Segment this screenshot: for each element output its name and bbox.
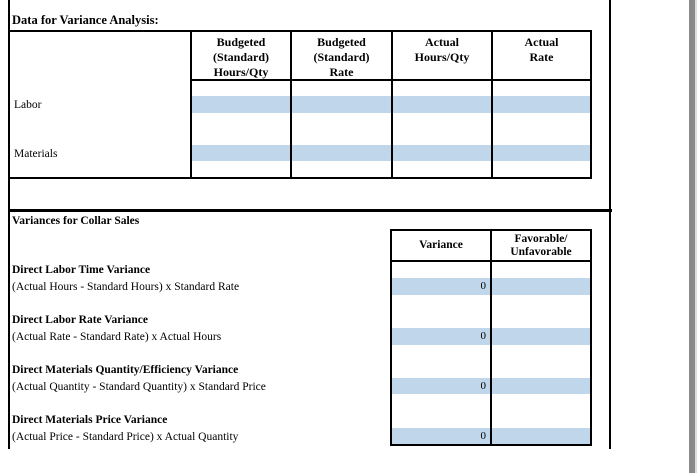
variance-value-cell[interactable]: 0: [392, 378, 490, 394]
variance-value-cell[interactable]: 0: [392, 428, 490, 444]
input-cell-materials-budgeted-qty[interactable]: [190, 145, 290, 161]
data-table: Budgeted (Standard) Hours/Qty Budgeted (…: [8, 30, 592, 179]
gridline: [491, 32, 493, 177]
window-edge-shadow: [689, 0, 695, 473]
variance-item-title: Direct Labor Rate Variance: [12, 314, 148, 326]
variance-item-formula: (Actual Rate - Standard Rate) x Actual H…: [12, 331, 222, 343]
variance-item-title: Direct Labor Time Variance: [12, 264, 151, 276]
header-bottom-border: [190, 79, 590, 81]
data-table-row-materials-inputs: [190, 145, 590, 161]
column-header-actual-hours: Actual Hours/Qty: [414, 35, 470, 64]
input-cell-materials-actual-rate[interactable]: [490, 145, 590, 161]
favorable-input-cell[interactable]: [490, 328, 590, 345]
gridline: [290, 32, 292, 177]
variance-item-formula: (Actual Quantity - Standard Quantity) x …: [12, 381, 266, 393]
section-separator: [8, 209, 612, 212]
data-section-title: Data for Variance Analysis:: [12, 13, 159, 27]
favorable-input-cell[interactable]: [490, 278, 590, 295]
variance-row-labor-rate: 0: [392, 328, 590, 345]
favorable-input-cell[interactable]: [490, 428, 590, 444]
variance-item-formula: (Actual Hours - Standard Hours) x Standa…: [12, 281, 240, 293]
window-edge-shadow-light: [695, 0, 697, 473]
input-cell-labor-actual-hours[interactable]: [390, 96, 490, 113]
row-label-materials: Materials: [14, 148, 58, 160]
variance-item-title: Direct Materials Quantity/Efficiency Var…: [12, 364, 239, 376]
gridline: [490, 231, 492, 444]
variance-table: 0 0 0 0 Variance Favorable/ Unfavorable: [390, 229, 592, 446]
variance-item-formula: (Actual Price - Standard Price) x Actual…: [12, 431, 239, 443]
input-cell-labor-budgeted-rate[interactable]: [290, 96, 390, 113]
variance-row-labor-time: 0: [392, 278, 590, 295]
column-header-budgeted-rate: Budgeted (Standard) Rate: [313, 35, 370, 79]
favorable-input-cell[interactable]: [490, 378, 590, 394]
gridline: [391, 32, 393, 177]
page-left-border: [8, 0, 10, 449]
input-cell-materials-budgeted-rate[interactable]: [290, 145, 390, 161]
variance-row-materials-qty: 0: [392, 378, 590, 394]
input-cell-materials-actual-qty[interactable]: [390, 145, 490, 161]
variance-value-cell[interactable]: 0: [392, 278, 490, 295]
variances-section-title: Variances for Collar Sales: [12, 215, 140, 227]
header-bottom-border: [392, 260, 590, 262]
column-header-actual-rate: Actual Rate: [524, 35, 559, 64]
variance-item-title: Direct Materials Price Variance: [12, 414, 168, 426]
gridline: [190, 32, 192, 177]
variance-value-cell[interactable]: 0: [392, 328, 490, 345]
page-right-border: [609, 0, 611, 449]
data-table-row-labor-inputs: [190, 96, 590, 113]
input-cell-labor-budgeted-hours[interactable]: [190, 96, 290, 113]
input-cell-labor-actual-rate[interactable]: [490, 96, 590, 113]
column-header-favorable: Favorable/ Unfavorable: [510, 233, 572, 258]
column-header-variance: Variance: [419, 239, 463, 251]
variance-row-materials-price: 0: [392, 428, 590, 444]
row-label-labor: Labor: [14, 99, 42, 111]
column-header-budgeted-hours: Budgeted (Standard) Hours/Qty: [212, 35, 269, 79]
